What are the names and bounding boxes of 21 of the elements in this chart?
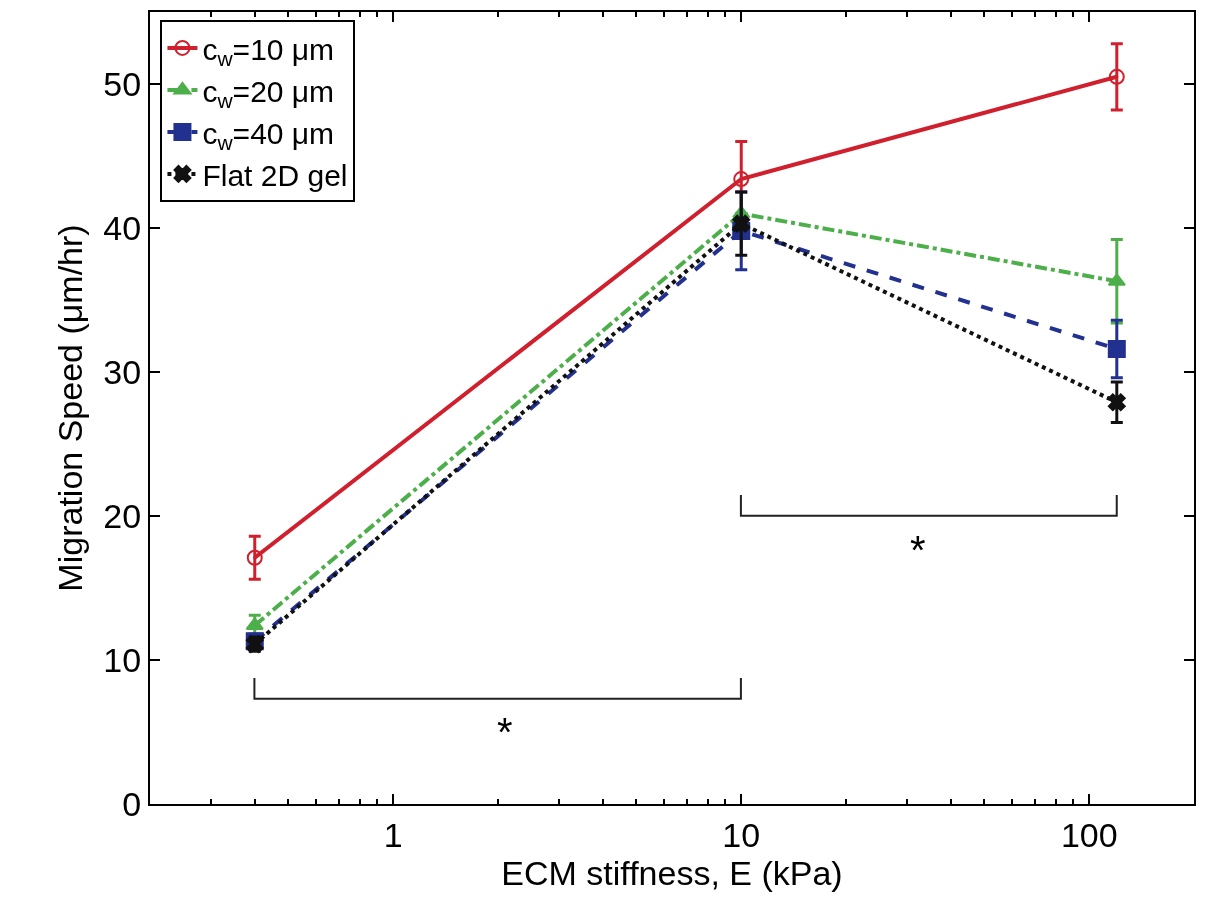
x-tick-label: 1 [383, 815, 403, 854]
legend-label: Flat 2D gel [202, 158, 348, 192]
y-tick-label: 50 [103, 64, 142, 103]
legend-label: c$_{w}$=20 μm [202, 74, 335, 112]
point [1108, 68, 1125, 85]
y-tick-label: 0 [122, 784, 142, 823]
point [1107, 339, 1126, 358]
legend-label: c$_{w}$=40 μm [202, 116, 335, 154]
legend-label: c$_{w}$=10 μm [202, 32, 335, 70]
y-axis-title: Migration Speed (μm/hr) [51, 224, 90, 592]
annotation: * [910, 528, 926, 572]
x-tick-label: 10 [722, 815, 761, 854]
point [246, 549, 263, 566]
y-tick-label: 10 [103, 640, 142, 679]
x-axis-title: ECM stiffness, E (kPa) [501, 853, 843, 892]
x-tick-label: 100 [1060, 815, 1118, 854]
y-tick-label: 30 [103, 352, 142, 391]
annotation: * [497, 710, 513, 754]
point [1107, 393, 1126, 412]
y-tick-label: 40 [103, 208, 142, 247]
y-tick-label: 20 [103, 496, 142, 535]
